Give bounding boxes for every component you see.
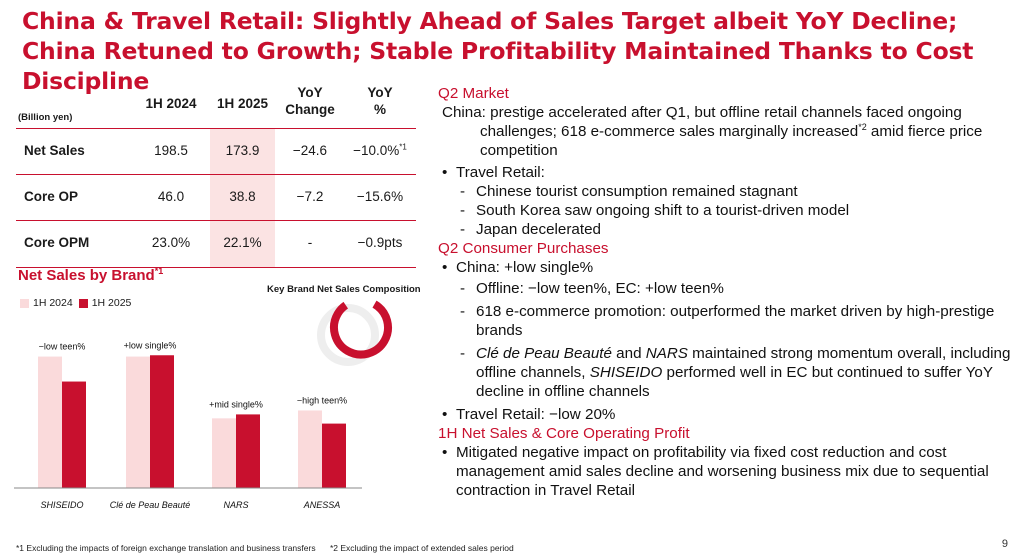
cell-yoy-pct-value: −10.0% bbox=[353, 143, 400, 158]
category-label: Clé de Peau Beauté bbox=[110, 500, 191, 510]
cell-yoy-change: −7.2 bbox=[296, 189, 324, 204]
footnote-2: *2 Excluding the impact of extended sale… bbox=[329, 543, 514, 553]
cell-1h2025: 173.9 bbox=[225, 143, 260, 158]
header-divider bbox=[16, 128, 416, 129]
bar-annotation: +mid single% bbox=[209, 399, 263, 409]
cell-1h2025: 38.8 bbox=[229, 189, 256, 204]
donut-key-brands bbox=[329, 296, 392, 359]
chart-title: Net Sales by Brand*1 bbox=[18, 266, 164, 285]
category-label: ANESSA bbox=[303, 500, 341, 510]
tr-item: Chinese tourist consumption remained sta… bbox=[438, 182, 1018, 201]
text: performed well in EC but continued to su… bbox=[476, 364, 993, 400]
section-q2-consumer: Q2 Consumer Purchases bbox=[438, 240, 609, 257]
chart-legend: 1H 2024 1H 2025 bbox=[20, 297, 137, 309]
page-number: 9 bbox=[1001, 538, 1008, 550]
donut-remainder bbox=[317, 304, 379, 366]
cell-yoy-pct: −0.9pts bbox=[357, 235, 403, 250]
header-yoy-change: YoY Change bbox=[278, 84, 342, 118]
header-yoy-change-line2: Change bbox=[285, 102, 335, 117]
table-row-net-sales: Net Sales 198.5 173.9 −24.6 −10.0%*1 bbox=[16, 128, 416, 174]
text: maintained strong momentum overall, incl… bbox=[476, 345, 1011, 381]
brand-nars: NARS bbox=[645, 345, 688, 362]
tr-item: South Korea saw ongoing shift to a touri… bbox=[438, 201, 1018, 220]
cell-1h2024: 198.5 bbox=[154, 143, 188, 158]
title-line-2: China Retuned to Growth; Stable Profitab… bbox=[22, 37, 974, 95]
table-bottom-line bbox=[16, 267, 416, 268]
cp-offline: Offline: −low teen%, EC: +low teen% bbox=[438, 279, 1018, 298]
legend-swatch bbox=[78, 298, 88, 308]
table-header-row: (Billion yen) 1H 2024 1H 2025 YoY Change… bbox=[16, 82, 416, 126]
row-label: Core OPM bbox=[24, 235, 90, 250]
commentary: Q2 Market China: prestige accelerated af… bbox=[438, 84, 1018, 500]
h1-bullet: Mitigated negative impact on profitabili… bbox=[438, 443, 1018, 500]
legend-item-1h2024: 1H 2024 bbox=[20, 297, 73, 309]
travel-retail-bullet: Travel Retail: bbox=[438, 163, 1018, 182]
tr-item: Japan decelerated bbox=[438, 220, 1018, 239]
table-row-core-op: Core OP 46.0 38.8 −7.2 −15.6% bbox=[16, 174, 416, 220]
footnote-ref: *1 bbox=[399, 142, 407, 152]
header-yoy-change-line1: YoY bbox=[297, 85, 323, 100]
header-yoy-pct-line2: % bbox=[373, 102, 386, 117]
bar-shiseido-1h2024 bbox=[38, 356, 62, 488]
bar-cl-de-peau-beaut--1h2025 bbox=[150, 355, 174, 488]
legend-item-1h2025: 1H 2025 bbox=[78, 297, 132, 309]
category-label: NARS bbox=[223, 500, 248, 510]
cell-1h2024: 46.0 bbox=[157, 189, 185, 204]
composition-title: Key Brand Net Sales Composition bbox=[267, 284, 421, 295]
section-1h: 1H Net Sales & Core Operating Profit bbox=[438, 425, 690, 442]
cell-yoy-pct: −10.0%*1 bbox=[344, 143, 416, 158]
legend-swatch bbox=[20, 298, 29, 308]
bar-cl-de-peau-beaut--1h2024 bbox=[126, 356, 150, 488]
cp-travel-retail-bullet: Travel Retail: −low 20% bbox=[438, 405, 1018, 424]
row-label: Net Sales bbox=[24, 143, 85, 158]
header-yoy-pct: YoY % bbox=[344, 84, 416, 118]
cell-yoy-change: −24.6 bbox=[292, 143, 328, 158]
title-line-1: China & Travel Retail: Slightly Ahead of… bbox=[22, 7, 958, 35]
bar-anessa-1h2025 bbox=[322, 423, 346, 488]
row-divider bbox=[16, 220, 416, 221]
legend-label: 1H 2025 bbox=[91, 297, 132, 309]
bar-nars-1h2024 bbox=[212, 418, 236, 488]
bar-chart: −low teen% SHISEIDO +low single% Clé de Pea… bbox=[14, 296, 392, 510]
bar-shiseido-1h2025 bbox=[62, 381, 86, 488]
cell-1h2024: 23.0% bbox=[151, 235, 191, 250]
footnote-ref: *2 bbox=[858, 121, 867, 132]
china-market-tail: amid fierce price competition bbox=[480, 123, 983, 159]
cell-1h2025: 22.1% bbox=[223, 235, 262, 250]
cell-yoy-pct: −15.6% bbox=[356, 189, 404, 204]
china-market-main: China: prestige accelerated after Q1, bu… bbox=[442, 104, 962, 140]
bar-annotation: −high teen% bbox=[297, 395, 347, 405]
china-market-text: China: prestige accelerated after Q1, bu… bbox=[442, 103, 1018, 160]
bar-anessa-1h2024 bbox=[298, 410, 322, 488]
bar-annotation: −low teen% bbox=[39, 342, 86, 352]
cp-618: 618 e-commerce promotion: outperformed t… bbox=[438, 302, 1018, 340]
bar-annotation: +low single% bbox=[124, 340, 177, 350]
brand-shiseido: SHISEIDO bbox=[589, 364, 663, 381]
unit-label: (Billion yen) bbox=[18, 112, 73, 123]
legend-label: 1H 2024 bbox=[33, 297, 73, 309]
cp-china-bullet: China: +low single% bbox=[438, 258, 1018, 277]
text: and bbox=[611, 345, 646, 362]
footnotes: *1 Excluding the impacts of foreign exch… bbox=[16, 543, 526, 553]
highlight-column-1h2025 bbox=[210, 128, 275, 268]
table-row-core-opm: Core OPM 23.0% 22.1% - −0.9pts bbox=[16, 220, 416, 266]
header-yoy-pct-line1: YoY bbox=[367, 85, 393, 100]
cp-brands: Clé de Peau Beauté and NARS maintained s… bbox=[438, 344, 1018, 401]
chart-title-text: Net Sales by Brand bbox=[18, 267, 155, 284]
brand-cle-de-peau: Clé de Peau Beauté bbox=[476, 345, 612, 362]
category-label: SHISEIDO bbox=[40, 500, 83, 510]
footnote-1: *1 Excluding the impacts of foreign exch… bbox=[16, 543, 316, 553]
bar-nars-1h2025 bbox=[236, 414, 260, 488]
section-q2-market: Q2 Market bbox=[438, 85, 509, 102]
page-title: China & Travel Retail: Slightly Ahead of… bbox=[22, 6, 1012, 96]
cell-yoy-change: - bbox=[307, 235, 313, 250]
row-divider bbox=[16, 174, 416, 175]
header-1h2024: 1H 2024 bbox=[145, 96, 197, 111]
header-1h2025: 1H 2025 bbox=[216, 96, 269, 111]
footnote-ref: *1 bbox=[154, 266, 164, 276]
row-label: Core OP bbox=[24, 189, 79, 204]
